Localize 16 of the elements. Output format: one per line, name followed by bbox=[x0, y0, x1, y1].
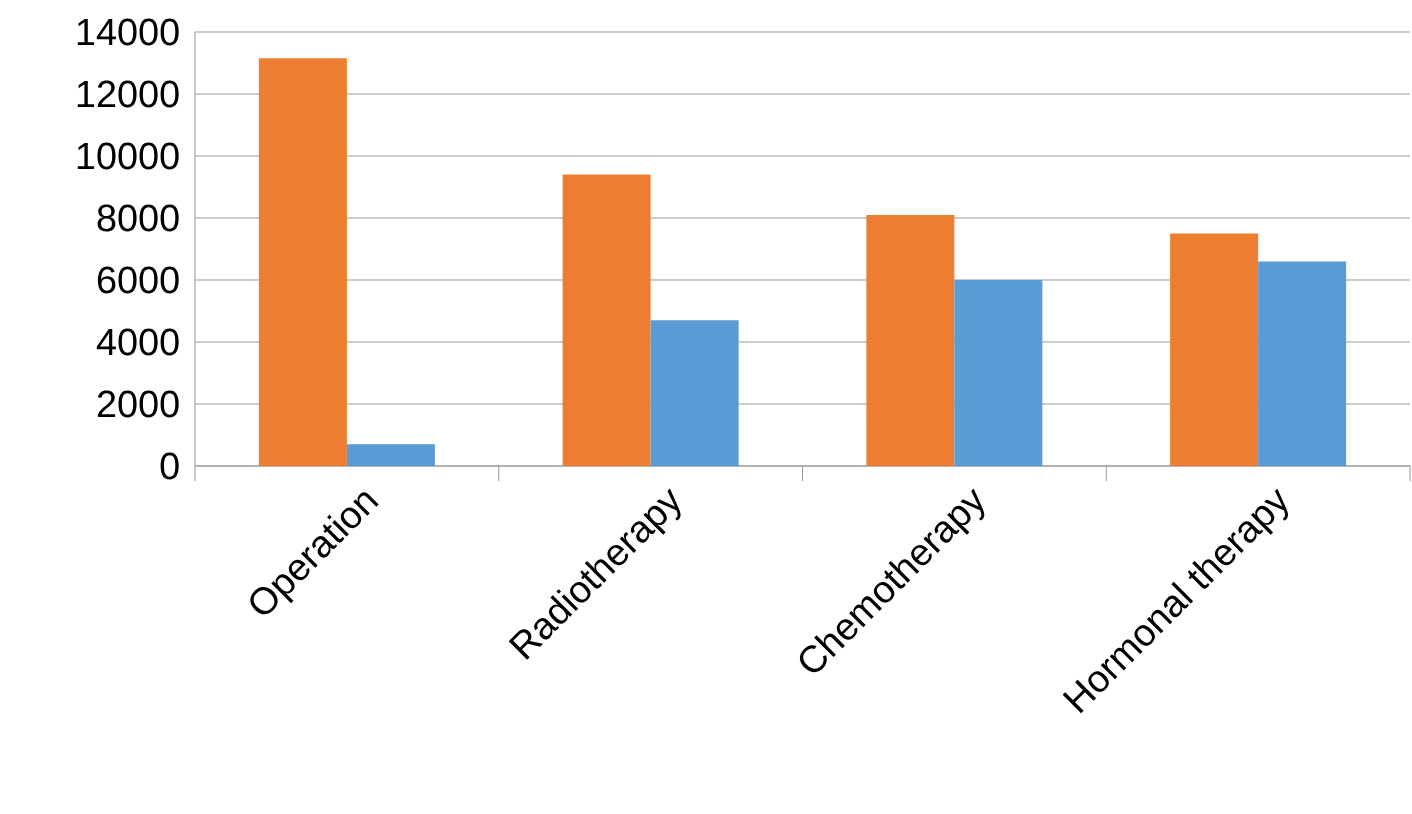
bar bbox=[1258, 261, 1347, 466]
y-tick-label: 6000 bbox=[97, 266, 179, 294]
bar bbox=[650, 320, 739, 466]
bar bbox=[954, 280, 1043, 466]
y-tick-label: 12000 bbox=[77, 80, 179, 108]
y-tick-label: 8000 bbox=[97, 204, 179, 232]
bar bbox=[1170, 233, 1259, 466]
y-tick-label: 0 bbox=[160, 452, 179, 480]
y-tick-label: 10000 bbox=[77, 142, 179, 170]
bar bbox=[258, 58, 347, 466]
y-tick-label: 2000 bbox=[97, 390, 179, 418]
bar bbox=[346, 444, 435, 466]
bar bbox=[562, 174, 651, 466]
bar bbox=[866, 214, 955, 466]
y-tick-label: 14000 bbox=[77, 18, 179, 46]
y-tick-label: 4000 bbox=[96, 328, 179, 356]
